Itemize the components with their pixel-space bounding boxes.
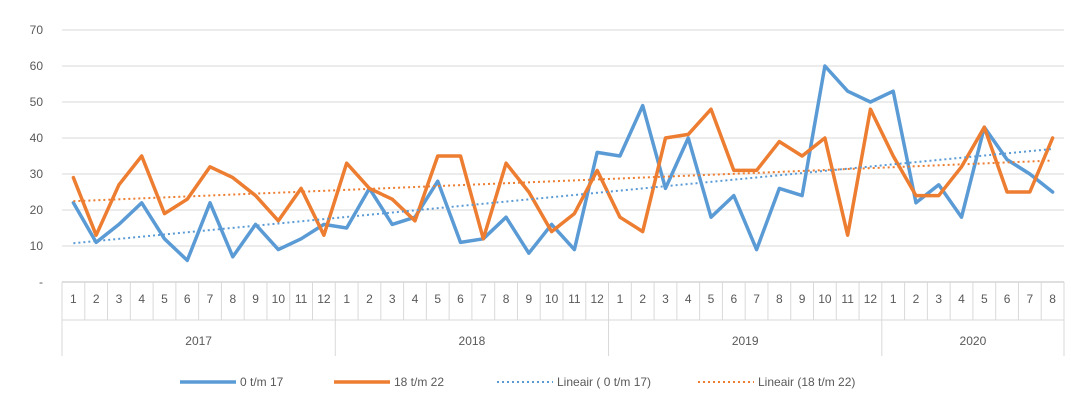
x-tick-label-month: 1 [890,292,897,306]
x-tick-label-year: 2020 [960,334,987,348]
x-tick-label-month: 3 [116,292,123,306]
x-tick-label-month: 2 [639,292,646,306]
x-tick-label-month: 3 [662,292,669,306]
x-tick-label-month: 7 [480,292,487,306]
trendline [73,147,1053,245]
legend: 0 t/m 17 18 t/m 22 Lineair ( 0 t/m 17) Line… [180,375,855,389]
x-tick-label-month: 6 [730,292,737,306]
x-tick-label-month: 1 [70,292,77,306]
x-tick-label-month: 2 [913,292,920,306]
x-tick-label-month: 7 [1026,292,1033,306]
gridlines [62,29,1064,247]
y-tick-label: 50 [30,95,44,109]
series-line [71,107,1055,241]
x-tick-label-month: 6 [457,292,464,306]
x-tick-label-month: 11 [568,292,581,306]
x-tick-label-month: 8 [1049,292,1056,306]
x-tick-label-month: 3 [389,292,396,306]
x-tick-label-month: 2 [366,292,373,306]
x-tick-label-month: 5 [161,292,168,306]
y-tick-label: - [39,275,43,289]
x-tick-label-month: 10 [272,292,286,306]
y-tick-label: 40 [30,131,44,145]
x-tick-label-month: 11 [841,292,854,306]
x-tick-label-year: 2018 [459,334,486,348]
x-tick-label-month: 9 [252,292,259,306]
x-tick-label-month: 1 [343,292,350,306]
plot-area [71,64,1055,263]
x-tick-label-month: 10 [818,292,832,306]
legend-label: Lineair (18 t/m 22) [758,375,855,389]
y-tick-label: 60 [30,59,44,73]
x-tick-label-month: 2 [93,292,100,306]
x-tick-label-month: 7 [753,292,760,306]
x-tick-label-month: 6 [1004,292,1011,306]
y-tick-label: 20 [30,203,44,217]
x-tick-label-month: 4 [685,292,692,306]
x-tick-label-month: 4 [958,292,965,306]
x-tick-label-month: 9 [525,292,532,306]
x-tick-label-month: 8 [503,292,510,306]
legend-label: 18 t/m 22 [394,375,444,389]
x-tick-label-month: 3 [935,292,942,306]
x-tick-label-month: 9 [799,292,806,306]
x-tick-label-month: 8 [776,292,783,306]
trendline [73,159,1053,203]
x-tick-label-month: 5 [708,292,715,306]
x-tick-label-month: 1 [617,292,624,306]
x-tick-label-month: 10 [545,292,559,306]
x-tick-label-month: 6 [184,292,191,306]
x-tick-label-month: 12 [317,292,331,306]
x-tick-label-month: 7 [207,292,214,306]
x-tick-label-year: 2017 [185,334,212,348]
y-axis: - 10 20 30 40 50 60 70 [30,23,44,289]
x-tick-label-month: 5 [981,292,988,306]
x-tick-label-month: 12 [590,292,604,306]
series-line [71,64,1055,263]
legend-label: 0 t/m 17 [240,375,284,389]
x-tick-label-month: 4 [412,292,419,306]
y-tick-label: 30 [30,167,44,181]
legend-label: Lineair ( 0 t/m 17) [557,375,651,389]
x-tick-label-month: 12 [864,292,878,306]
x-tick-label-month: 4 [138,292,145,306]
x-tick-label-month: 11 [295,292,308,306]
x-tick-label-month: 8 [229,292,236,306]
y-tick-label: 10 [30,239,44,253]
x-tick-label-month: 5 [434,292,441,306]
x-tick-label-year: 2019 [732,334,759,348]
y-tick-label: 70 [30,23,44,37]
